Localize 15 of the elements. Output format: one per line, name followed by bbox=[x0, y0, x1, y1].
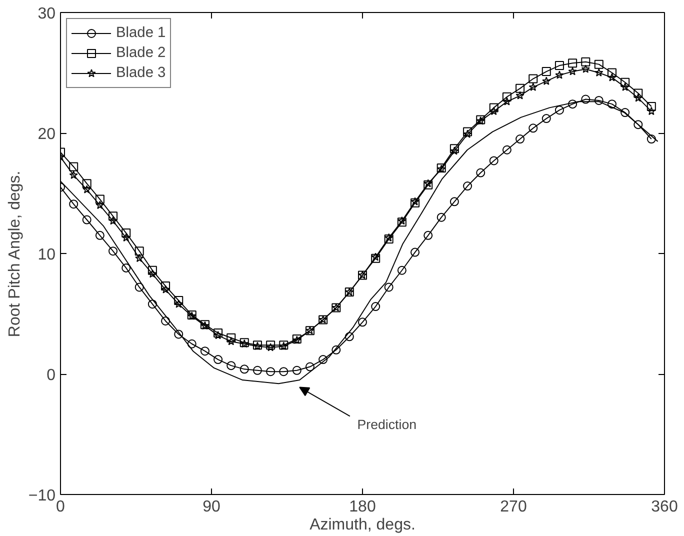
y-tick-label: 0 bbox=[46, 367, 56, 384]
x-tick-label: 360 bbox=[651, 498, 678, 516]
legend-label: Blade 3 bbox=[116, 65, 166, 81]
x-axis-title: Azimuth, degs. bbox=[310, 516, 416, 534]
y-tick-label: 10 bbox=[38, 246, 56, 264]
x-tick-label: 90 bbox=[202, 498, 220, 516]
legend-label: Blade 1 bbox=[116, 25, 166, 41]
y-axis-title: Root Pitch Angle, degs. bbox=[6, 170, 24, 338]
y-tick-label: 20 bbox=[38, 126, 56, 143]
x-tick-label: 180 bbox=[349, 498, 376, 516]
y-tick-label: 30 bbox=[38, 6, 56, 22]
x-tick-label: 270 bbox=[500, 498, 527, 516]
legend-label: Blade 2 bbox=[116, 45, 166, 61]
y-tick-label: −10 bbox=[28, 488, 56, 504]
annotation: Prediction bbox=[357, 417, 417, 432]
